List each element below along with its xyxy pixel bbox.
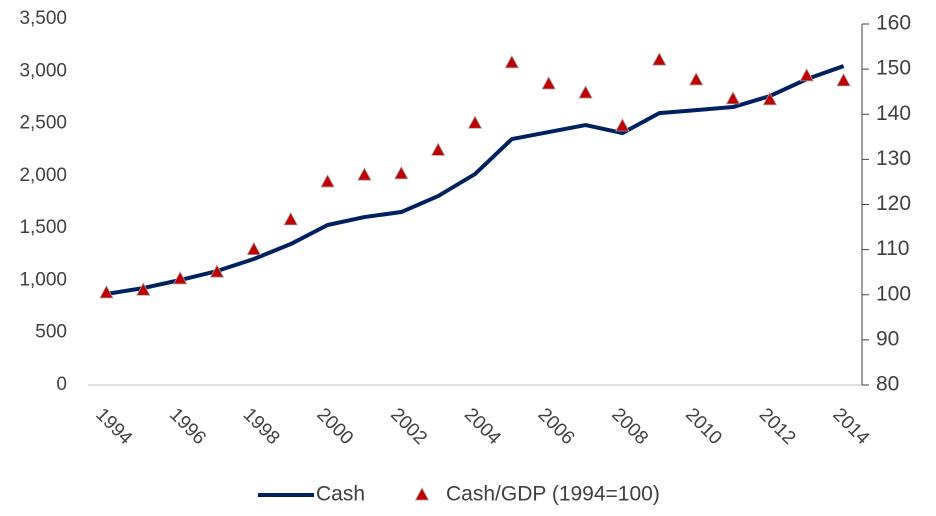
- legend-marker: [414, 487, 430, 501]
- marker: [172, 271, 188, 285]
- y2-tick-label: 140: [876, 102, 911, 125]
- y2-tick-label: 130: [876, 147, 911, 170]
- marker: [467, 115, 483, 129]
- marker: [209, 264, 225, 278]
- y2-tick-label: 150: [876, 57, 911, 80]
- y2-tick-label: 120: [876, 192, 911, 215]
- x-tick-label: 2010: [681, 404, 726, 449]
- marker: [136, 282, 151, 296]
- x-tick-label: 2006: [534, 404, 579, 449]
- legend-label: Cash/GDP (1994=100): [446, 483, 660, 506]
- y-tick-label: 0: [56, 374, 67, 395]
- marker: [357, 167, 372, 181]
- x-tick-label: 2012: [755, 404, 800, 449]
- y-tick-label: 3,500: [19, 8, 67, 29]
- marker: [836, 73, 851, 87]
- marker: [320, 174, 335, 188]
- marker: [652, 52, 667, 66]
- x-tick-label: 2000: [312, 404, 357, 449]
- x-tick-label: 2002: [386, 404, 431, 449]
- line: [106, 64, 845, 296]
- y2-tick-label: 80: [876, 373, 899, 396]
- marker: [578, 85, 593, 99]
- marker: [688, 72, 704, 86]
- y-tick-label: 1,000: [19, 269, 67, 290]
- y2-tick-label: 110: [876, 237, 909, 260]
- x-tick-label: 1996: [165, 404, 210, 449]
- x-tick-label: 1994: [91, 404, 136, 449]
- y2-tick-label: 160: [876, 12, 911, 35]
- marker: [246, 241, 262, 256]
- x-tick-label: 2014: [828, 404, 873, 449]
- marker: [504, 54, 520, 69]
- y-tick-label: 2,000: [19, 165, 67, 186]
- x-tick-label: 2008: [607, 404, 652, 449]
- marker: [430, 142, 446, 156]
- marker: [394, 165, 409, 180]
- x-tick-label: 2004: [460, 404, 505, 449]
- y-tick-label: 500: [35, 322, 67, 343]
- marker: [283, 212, 298, 226]
- y2-tick-label: 90: [876, 327, 899, 350]
- y-tick-label: 1,500: [19, 217, 67, 238]
- marker: [615, 118, 630, 132]
- marker: [99, 285, 114, 299]
- x-tick-label: 1998: [239, 404, 284, 449]
- marker: [725, 91, 741, 105]
- y-tick-label: 3,000: [19, 60, 67, 81]
- marker: [541, 76, 556, 90]
- marker: [799, 68, 814, 82]
- y2-tick-label: 100: [876, 282, 911, 305]
- legend-label: Cash: [316, 483, 365, 506]
- marker: [762, 91, 778, 106]
- y-tick-label: 2,500: [19, 113, 67, 134]
